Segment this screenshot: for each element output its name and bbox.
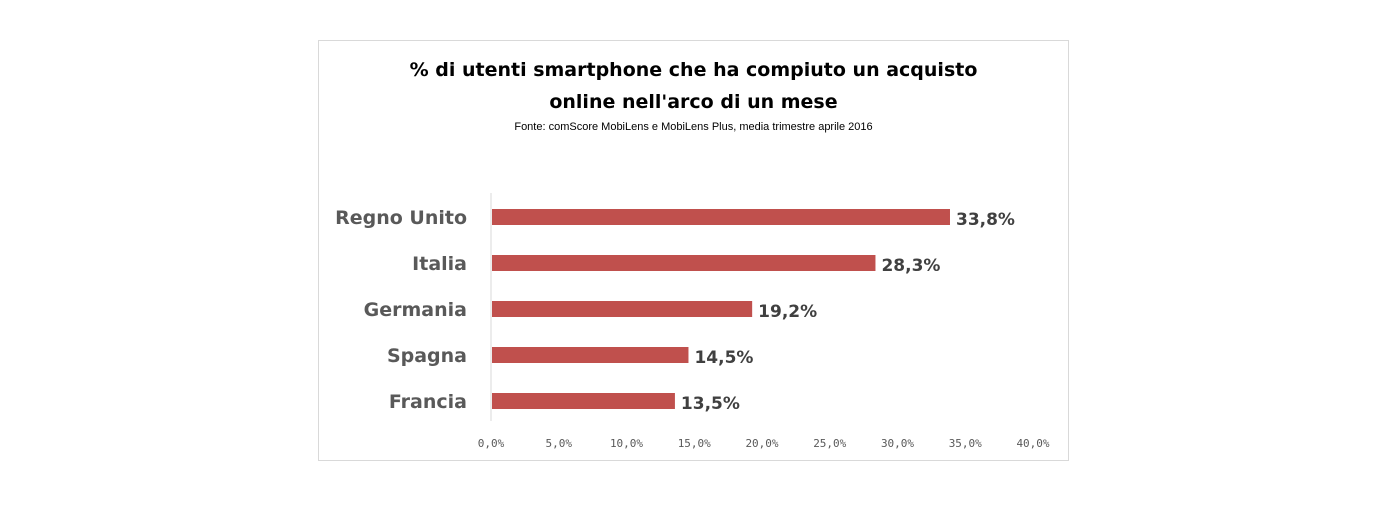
chart-subtitle: Fonte: comScore MobiLens e MobiLens Plus… — [514, 121, 873, 133]
x-tick-label: 35,0% — [949, 437, 982, 450]
category-label: Germania — [364, 299, 467, 321]
bar — [492, 347, 689, 363]
x-tick-label: 25,0% — [813, 437, 846, 450]
category-label: Regno Unito — [335, 207, 467, 229]
chart-container: % di utenti smartphone che ha compiuto u… — [318, 40, 1069, 461]
bar-chart-plot: Regno Unito 33,8% Italia 28,3% Germania 19,2%… — [335, 193, 1050, 450]
bar — [492, 301, 753, 317]
category-label: Francia — [389, 391, 467, 413]
bar — [492, 255, 876, 271]
x-tick-label: 5,0% — [546, 437, 573, 450]
chart-title-line-1: % di utenti smartphone che ha compiuto u… — [409, 59, 978, 81]
category-label: Italia — [412, 253, 467, 275]
x-tick-label: 20,0% — [745, 437, 778, 450]
data-label: 19,2% — [758, 302, 817, 322]
x-tick-label: 30,0% — [881, 437, 914, 450]
x-tick-label: 10,0% — [610, 437, 643, 450]
bar — [492, 209, 950, 225]
category-label: Spagna — [387, 345, 467, 367]
chart-title-line-2: online nell'arco di un mese — [549, 91, 838, 113]
data-label: 28,3% — [881, 256, 940, 276]
x-tick-label: 0,0% — [478, 437, 505, 450]
bar — [492, 393, 675, 409]
x-tick-label: 40,0% — [1016, 437, 1049, 450]
data-label: 14,5% — [694, 348, 753, 368]
x-tick-label: 15,0% — [678, 437, 711, 450]
data-label: 33,8% — [956, 210, 1015, 230]
data-label: 13,5% — [681, 394, 740, 414]
